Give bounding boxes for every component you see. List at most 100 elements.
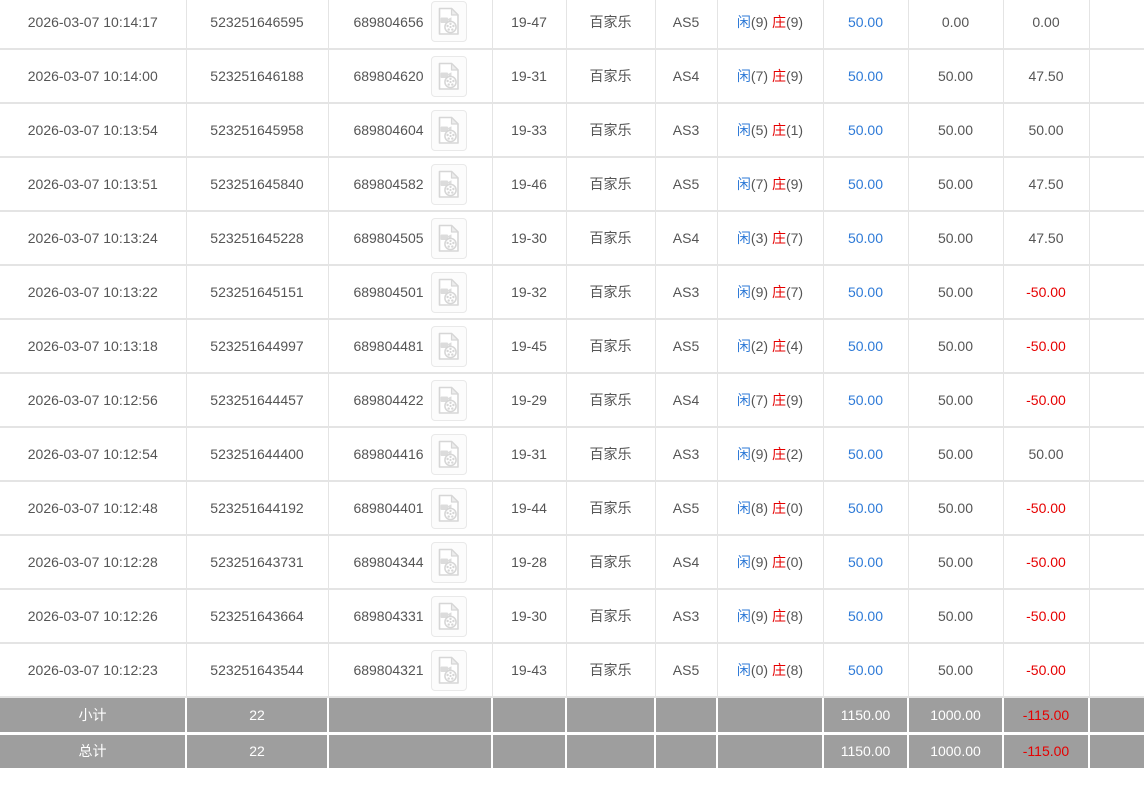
summary-footer: 小计 22 1150.00 1000.00 -115.00 总计 22 (0, 697, 1144, 768)
game-name: 百家乐 (565, 211, 655, 266)
bet-time: 2026-03-07 10:13:24 (0, 211, 186, 266)
bet-time: 2026-03-07 10:12:54 (0, 427, 186, 482)
video-file-icon (438, 386, 459, 414)
banker-result-points: (2) (785, 446, 804, 462)
winloss-amount: 0.00 (1002, 0, 1089, 50)
bet-amount[interactable]: 50.00 (822, 481, 908, 536)
round-code: 19-31 (491, 49, 566, 104)
winloss-amount: -50.00 (1002, 589, 1089, 644)
bet-amount[interactable]: 50.00 (822, 589, 908, 644)
total-empty (654, 733, 717, 768)
banker-result-label: 庄 (771, 284, 786, 300)
winloss-amount: 47.50 (1002, 157, 1089, 212)
winloss-amount: -50.00 (1002, 535, 1089, 590)
video-replay-button[interactable] (430, 433, 467, 475)
subtotal-empty (327, 697, 492, 735)
game-number: 689804344 (353, 554, 424, 570)
game-number: 689804656 (353, 13, 424, 30)
banker-result-points: (9) (785, 392, 804, 408)
player-result-points: (2) (750, 338, 769, 354)
game-number: 689804505 (353, 230, 424, 246)
bet-amount[interactable]: 50.00 (822, 265, 908, 320)
game-name: 百家乐 (565, 643, 655, 698)
game-number-cell: 689804604 (327, 103, 492, 158)
video-replay-button[interactable] (430, 217, 467, 259)
game-number-cell: 689804620 (327, 49, 492, 104)
subtotal-valid-total: 1000.00 (907, 697, 1003, 735)
player-result-points: (9) (750, 13, 769, 30)
winloss-amount: -50.00 (1002, 265, 1089, 320)
total-row: 总计 22 1150.00 1000.00 -115.00 (0, 733, 1144, 768)
bet-time: 2026-03-07 10:14:00 (0, 49, 186, 104)
bet-amount[interactable]: 50.00 (822, 535, 908, 590)
video-replay-button[interactable] (430, 55, 467, 97)
video-replay-button[interactable] (430, 649, 467, 691)
order-number: 523251645958 (185, 103, 328, 158)
video-replay-button[interactable] (430, 271, 467, 313)
player-result-points: (3) (750, 230, 769, 246)
order-number: 523251643544 (185, 643, 328, 698)
winloss-amount: 47.50 (1002, 49, 1089, 104)
game-number-cell: 689804582 (327, 157, 492, 212)
game-number-cell: 689804344 (327, 535, 492, 590)
table-code: AS3 (654, 589, 717, 644)
video-replay-button[interactable] (430, 325, 467, 367)
valid-amount: 50.00 (907, 319, 1003, 374)
video-replay-button[interactable] (430, 1, 467, 42)
bet-time: 2026-03-07 10:12:26 (0, 589, 186, 644)
valid-amount: 50.00 (907, 535, 1003, 590)
table-row: 2026-03-07 10:13:22 523251645151 6898045… (0, 265, 1144, 320)
bet-amount[interactable]: 50.00 (822, 0, 908, 50)
video-replay-button[interactable] (430, 487, 467, 529)
game-number-cell: 689804416 (327, 427, 492, 482)
bet-amount[interactable]: 50.00 (822, 103, 908, 158)
game-result: 闲(9) 庄(9) (716, 0, 823, 50)
bet-amount[interactable]: 50.00 (822, 211, 908, 266)
bet-amount[interactable]: 50.00 (822, 373, 908, 428)
game-result: 闲(9) 庄(8) (716, 589, 823, 644)
game-result: 闲(5) 庄(1) (716, 103, 823, 158)
subtotal-empty (491, 697, 566, 735)
round-code: 19-29 (491, 373, 566, 428)
total-empty (716, 733, 823, 768)
order-number: 523251644457 (185, 373, 328, 428)
video-replay-button[interactable] (430, 379, 467, 421)
table-row: 2026-03-07 10:12:56 523251644457 6898044… (0, 373, 1144, 428)
winloss-amount: -50.00 (1002, 643, 1089, 698)
table-row: 2026-03-07 10:12:48 523251644192 6898044… (0, 481, 1144, 536)
table-row: 2026-03-07 10:13:51 523251645840 6898045… (0, 157, 1144, 212)
round-code: 19-32 (491, 265, 566, 320)
round-code: 19-47 (491, 0, 566, 50)
trailing-empty-cell (1088, 319, 1144, 374)
game-name: 百家乐 (565, 481, 655, 536)
banker-result-label: 庄 (771, 608, 786, 624)
video-replay-button[interactable] (430, 541, 467, 583)
banker-result-points: (7) (785, 284, 804, 300)
round-code: 19-30 (491, 589, 566, 644)
bet-amount[interactable]: 50.00 (822, 157, 908, 212)
game-result: 闲(0) 庄(8) (716, 643, 823, 698)
bet-amount[interactable]: 50.00 (822, 319, 908, 374)
banker-result-label: 庄 (771, 554, 786, 570)
bet-amount[interactable]: 50.00 (822, 643, 908, 698)
game-result: 闲(8) 庄(0) (716, 481, 823, 536)
video-replay-button[interactable] (430, 163, 467, 205)
game-number: 689804416 (353, 446, 424, 462)
video-replay-button[interactable] (430, 595, 467, 637)
player-result-label: 闲 (736, 392, 751, 408)
game-name: 百家乐 (565, 49, 655, 104)
bet-amount[interactable]: 50.00 (822, 49, 908, 104)
bet-time: 2026-03-07 10:12:23 (0, 643, 186, 698)
bet-amount[interactable]: 50.00 (822, 427, 908, 482)
player-result-points: (9) (750, 554, 769, 570)
subtotal-empty (1088, 697, 1144, 735)
game-number-cell: 689804481 (327, 319, 492, 374)
total-empty (327, 733, 492, 768)
video-replay-button[interactable] (430, 109, 467, 151)
table-row: 2026-03-07 10:13:54 523251645958 6898046… (0, 103, 1144, 158)
player-result-label: 闲 (736, 662, 751, 678)
total-bet-total: 1150.00 (822, 733, 908, 768)
subtotal-winloss-total: -115.00 (1002, 697, 1089, 735)
winloss-amount: 50.00 (1002, 427, 1089, 482)
video-file-icon (438, 656, 459, 684)
